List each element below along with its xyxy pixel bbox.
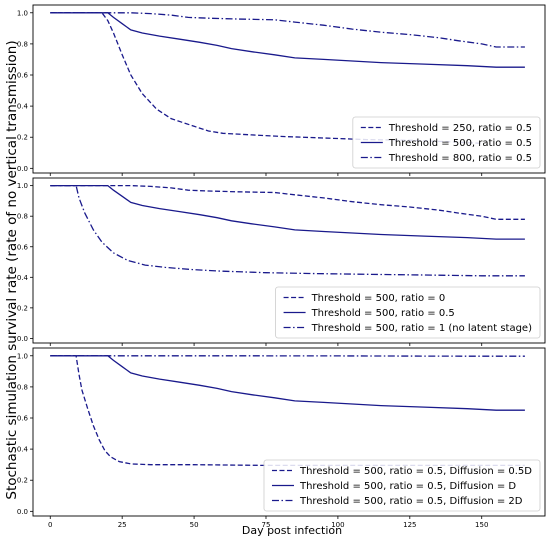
y-tick-label: 0.2 <box>17 134 28 142</box>
series-line-2 <box>50 356 525 410</box>
legend-label: Threshold = 500, ratio = 0.5, Diffusion … <box>299 466 532 477</box>
x-tick-label: 75 <box>262 521 271 529</box>
x-tick-label: 50 <box>190 521 199 529</box>
x-tick-label: 0 <box>48 521 52 529</box>
legend-label: Threshold = 500, ratio = 0.5, Diffusion … <box>299 496 523 507</box>
y-tick-label: 0.8 <box>17 383 28 391</box>
x-tick-label: 100 <box>331 521 344 529</box>
legend-label: Threshold = 500, ratio = 0.5 <box>388 138 532 149</box>
chart-panel-1: 0.0 0.2 0.4 0.6 0.8 1.0 Threshold = 250, ratio… <box>17 5 545 176</box>
legend-label: Threshold = 250, ratio = 0.5 <box>388 123 532 134</box>
legend: Threshold = 500, ratio = 0.5, Diffusion … <box>264 460 540 511</box>
y-tick-label: 1.0 <box>17 182 28 190</box>
x-tick-label: 150 <box>475 521 488 529</box>
y-tick-label: 0.2 <box>17 304 28 312</box>
y-tick-label: 0.6 <box>17 415 29 423</box>
legend-label: Threshold = 500, ratio = 0.5, Diffusion … <box>299 481 516 492</box>
y-tick-label: 1.0 <box>17 352 28 360</box>
series-line-3 <box>50 13 525 47</box>
y-tick-label: 0.6 <box>17 72 29 80</box>
chart-panel-2: 0.0 0.2 0.4 0.6 0.8 1.0 Threshold = 500, ratio… <box>17 178 545 346</box>
series-line-3 <box>50 186 525 276</box>
x-axis-label: Day post infection <box>242 524 342 537</box>
x-tick-label: 125 <box>403 521 416 529</box>
y-tick-label: 0.4 <box>17 103 29 111</box>
y-tick-label: 0.0 <box>17 335 28 343</box>
legend: Threshold = 500, ratio = 0 Threshold = 50… <box>276 287 540 338</box>
legend-label: Threshold = 500, ratio = 0.5 <box>311 308 455 319</box>
x-tick-label: 25 <box>118 521 127 529</box>
y-tick-label: 0.0 <box>17 508 28 516</box>
y-tick-label: 0.8 <box>17 40 28 48</box>
legend-label: Threshold = 500, ratio = 0 <box>311 293 446 304</box>
chart-panel-3: 0.0 0.2 0.4 0.6 0.8 1.0 0 25 50 75 100 125 150 Thresh… <box>17 348 545 529</box>
legend-label: Threshold = 500, ratio = 1 (no latent st… <box>311 323 533 334</box>
legend: Threshold = 250, ratio = 0.5 Threshold = … <box>353 117 540 168</box>
y-tick-label: 1.0 <box>17 9 28 17</box>
y-tick-label: 0.8 <box>17 213 28 221</box>
legend-label: Threshold = 800, ratio = 0.5 <box>388 153 532 164</box>
series-line-1 <box>50 356 525 466</box>
y-tick-label: 0.4 <box>17 446 29 454</box>
y-tick-label: 0.2 <box>17 477 28 485</box>
series-line-2 <box>50 13 525 67</box>
y-tick-label: 0.6 <box>17 243 29 251</box>
series-line-2 <box>50 186 525 240</box>
y-tick-label: 0.4 <box>17 274 29 282</box>
y-tick-label: 0.0 <box>17 165 28 173</box>
series-line-1 <box>50 186 525 220</box>
